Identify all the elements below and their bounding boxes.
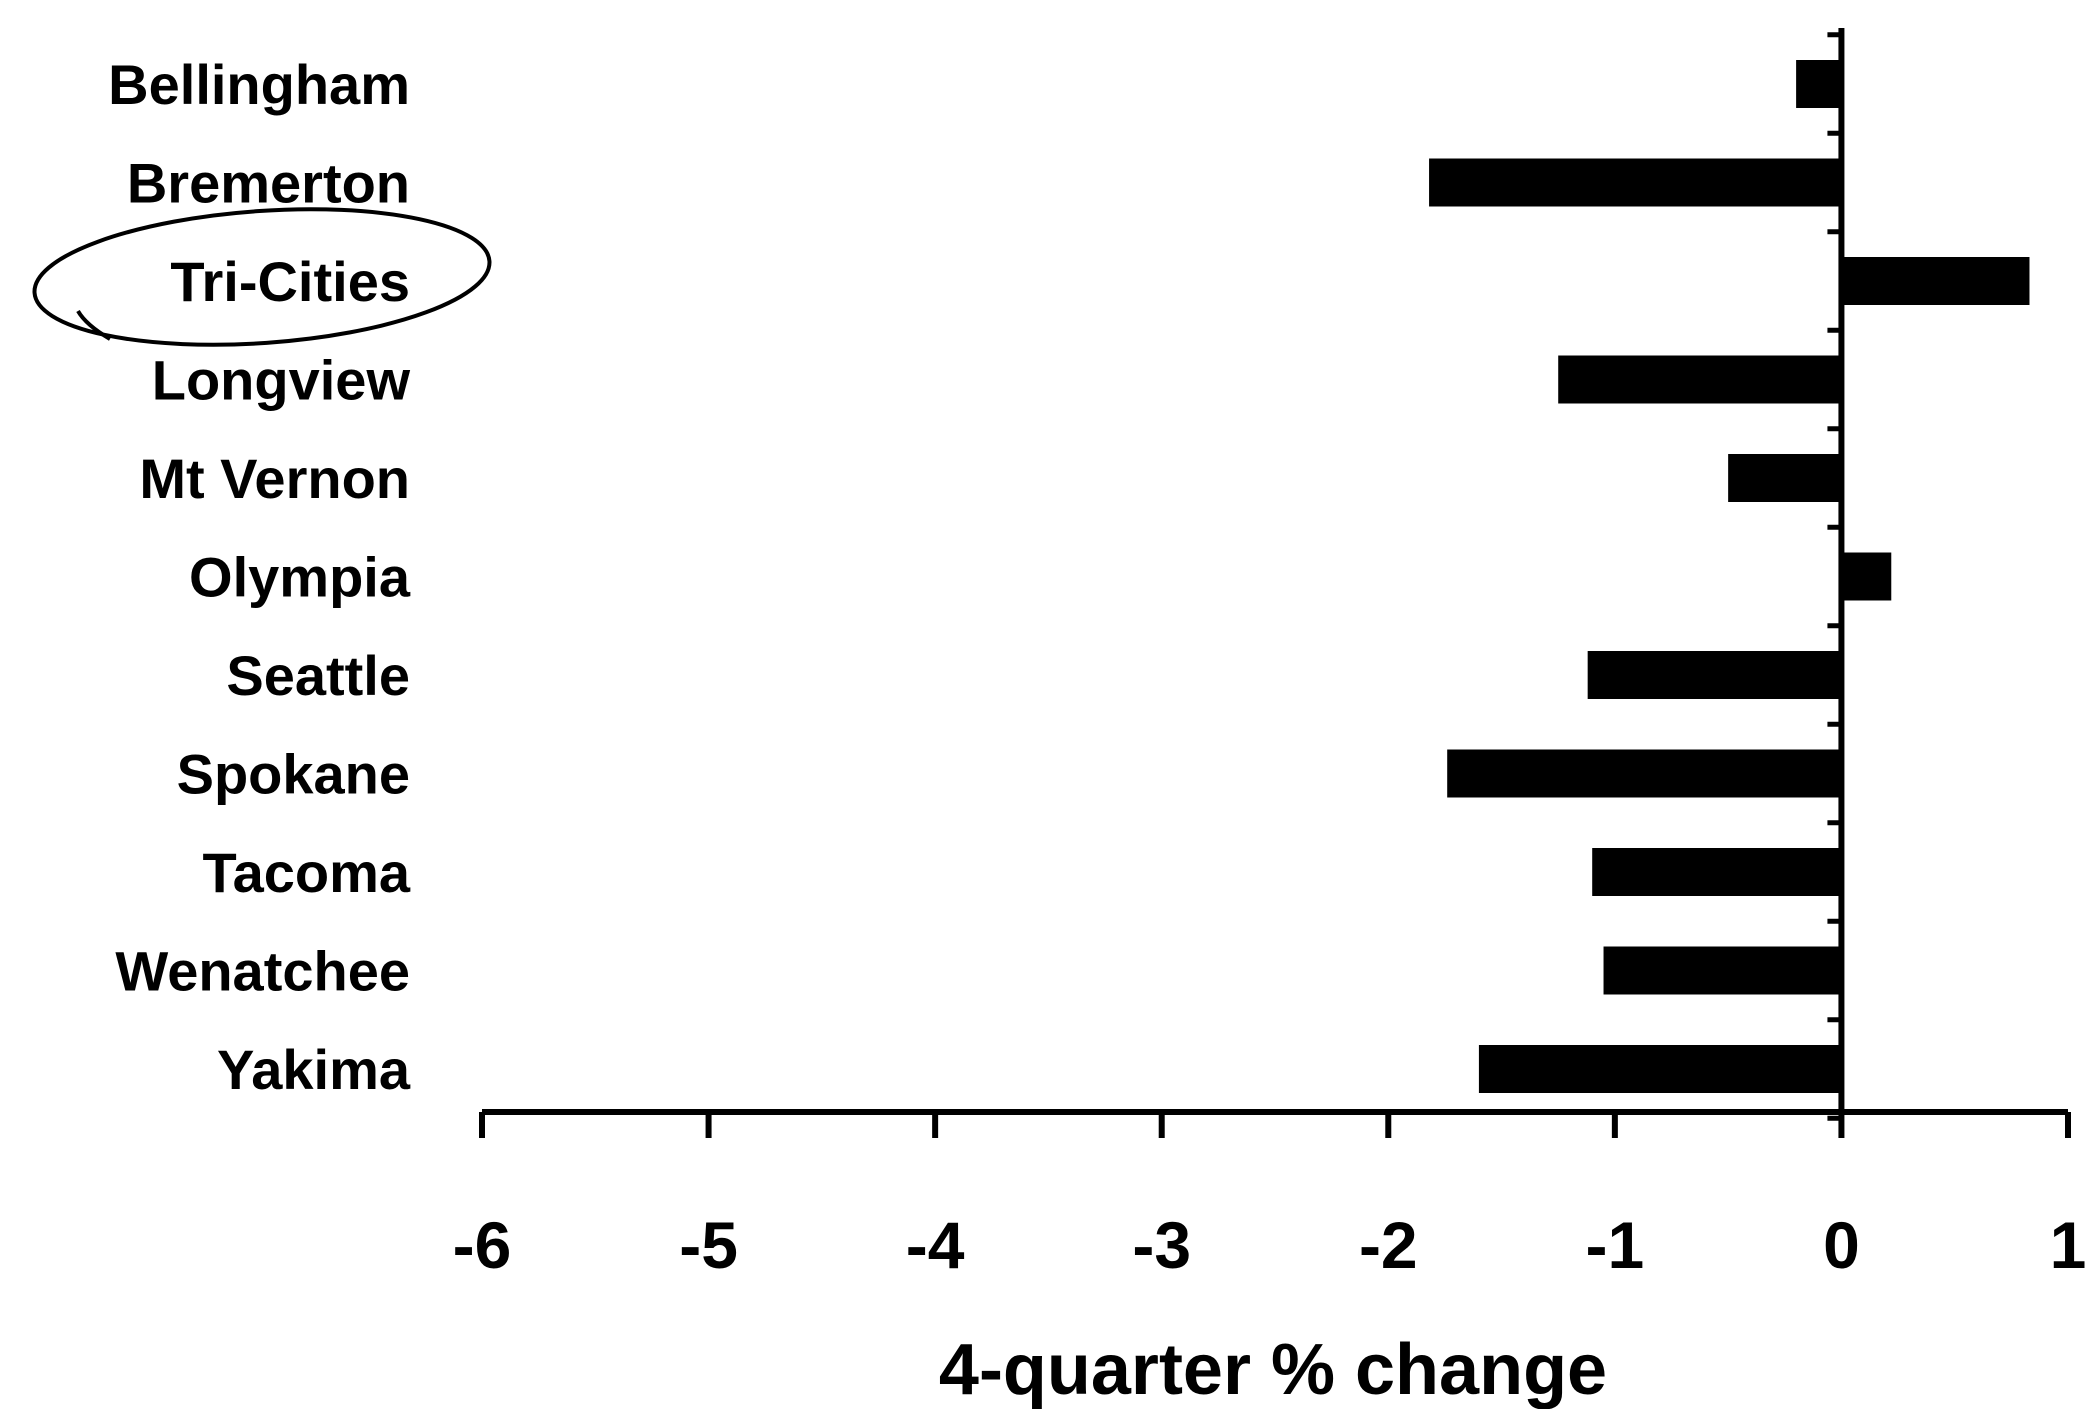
bar-seattle (1587, 651, 1842, 699)
category-label: Seattle (226, 644, 410, 707)
bar-yakima (1478, 1045, 1842, 1093)
bar-tri-cities (1841, 257, 2030, 305)
category-label: Tri-Cities (170, 250, 410, 313)
bars-group (1429, 60, 2030, 1093)
category-label: Longview (152, 349, 411, 412)
x-tick-label: 1 (2050, 1208, 2087, 1282)
category-labels: Bellingham Bremerton Tri-Cities Longview Mt … (108, 53, 411, 1101)
category-label: Yakima (217, 1038, 411, 1101)
x-tick-labels: -6 -5 -4 -3 -2 -1 0 1 (453, 1208, 2087, 1282)
category-label: Mt Vernon (139, 447, 410, 510)
category-label: Olympia (189, 546, 411, 609)
category-label: Tacoma (203, 841, 411, 904)
bar-bremerton (1429, 158, 1842, 207)
bar-olympia (1841, 552, 1892, 601)
x-tick-label: -6 (453, 1208, 512, 1282)
category-label: Wenatchee (115, 940, 410, 1003)
x-tick-label: -4 (906, 1208, 965, 1282)
x-tick-label: 0 (1823, 1208, 1860, 1282)
x-axis-ticks (479, 1112, 2071, 1138)
category-label: Spokane (177, 743, 410, 806)
bar-bellingham (1796, 60, 1842, 108)
x-tick-label: -1 (1586, 1208, 1645, 1282)
x-tick-label: -2 (1359, 1208, 1418, 1282)
bar-spokane (1447, 749, 1842, 798)
category-label: Bellingham (108, 53, 410, 116)
x-tick-label: -5 (679, 1208, 738, 1282)
bar-mt-vernon (1728, 454, 1842, 502)
category-label: Bremerton (127, 152, 410, 215)
bar-wenatchee (1603, 946, 1842, 995)
x-tick-label: -3 (1132, 1208, 1191, 1282)
bar-tacoma (1592, 848, 1842, 896)
annotation-circle-tail (76, 309, 112, 341)
bar-longview (1558, 355, 1842, 404)
x-axis-title: 4-quarter % change (939, 1330, 1607, 1409)
annotation-circle (32, 207, 492, 347)
